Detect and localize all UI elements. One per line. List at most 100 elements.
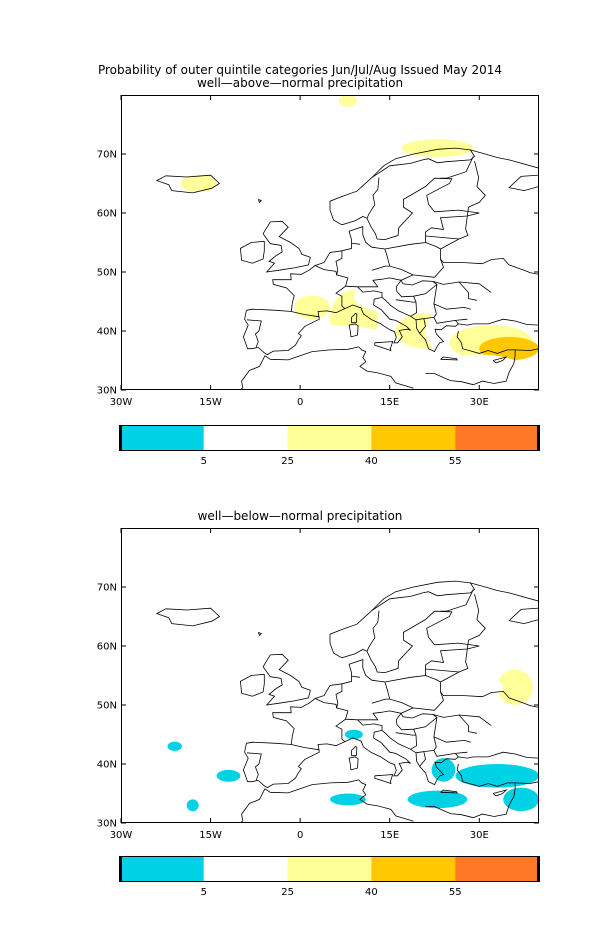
probability-region-4 <box>270 124 390 160</box>
probability-region-9 <box>121 746 145 770</box>
boundary-line-30 <box>395 732 416 736</box>
lat-tick-label-4: 70N <box>97 150 117 161</box>
lat-tick-label-0: 30N <box>97 819 117 830</box>
boundary-line-19 <box>345 675 444 721</box>
boundary-line-34 <box>458 714 492 726</box>
lon-tick-label-0: 30W <box>110 397 133 408</box>
lat-tick-label-0: 30N <box>97 386 117 397</box>
probability-region-9 <box>121 266 217 302</box>
probability-region-5 <box>407 610 492 658</box>
boundary-line-8 <box>348 323 359 338</box>
probability-region-8 <box>359 669 504 705</box>
boundary-line-29 <box>410 729 418 750</box>
colorbar-label-3: 55 <box>449 887 462 898</box>
probability-region-3 <box>127 124 235 172</box>
colorbar-segment-4 <box>455 426 539 450</box>
boundary-line-2 <box>155 174 221 194</box>
probability-region-14 <box>294 295 330 320</box>
boundary-line-25 <box>433 717 472 743</box>
boundary-line-38 <box>466 594 486 650</box>
lat-tick-label-2: 50N <box>97 701 117 712</box>
boundary-line-28 <box>423 750 434 752</box>
boundary-line-19 <box>345 242 444 288</box>
probability-region-3 <box>300 563 360 587</box>
probability-region-15 <box>431 758 456 782</box>
boundary-line-32 <box>425 668 460 673</box>
boundary-line-16 <box>246 752 262 781</box>
boundary-line-6 <box>240 346 414 390</box>
colorbar-label-0: 5 <box>201 456 207 467</box>
boundary-line-39 <box>455 320 459 325</box>
probability-fields <box>121 528 539 812</box>
boundary-line-7 <box>425 373 474 386</box>
boundary-line-33 <box>440 690 539 708</box>
boundary-line-7 <box>425 806 474 819</box>
boundary-line-6 <box>240 779 414 823</box>
colorbar-bottom: 5 25 40 55 <box>119 856 540 898</box>
probability-region-1 <box>162 563 223 599</box>
probability-region-19 <box>330 793 366 806</box>
boundary-line-32 <box>425 235 460 240</box>
boundary-line-27 <box>415 751 426 767</box>
boundary-line-4 <box>242 296 539 356</box>
boundary-line-5 <box>456 330 516 386</box>
boundary-line-22 <box>357 719 383 731</box>
probability-region-17 <box>407 790 468 809</box>
boundary-line-31 <box>440 648 469 683</box>
boundary-line-37 <box>440 589 474 612</box>
boundary-line-24 <box>432 281 477 301</box>
probability-region-10 <box>455 746 516 770</box>
probability-region-8 <box>270 207 307 231</box>
lat-tick-label-2: 50N <box>97 268 117 279</box>
boundary-line-31 <box>440 215 469 250</box>
probability-region-0 <box>133 528 205 564</box>
boundary-line-23 <box>395 713 438 731</box>
lon-tick-label-4: 30E <box>470 830 489 841</box>
lat-tick-label-3: 60N <box>97 209 117 220</box>
lon-tick-label-1: 15W <box>199 397 222 408</box>
lon-tick-label-2: 0 <box>297 397 303 408</box>
colorbar-label-3: 55 <box>449 456 462 467</box>
colorbar-segment-0 <box>120 426 204 450</box>
boundary-line-30 <box>395 299 416 303</box>
colorbar-label-2: 40 <box>365 887 378 898</box>
probability-region-7 <box>497 669 533 705</box>
probability-region-21 <box>479 336 539 361</box>
boundary-line-38 <box>466 161 486 217</box>
boundary-line-0 <box>262 220 311 273</box>
boundary-line-28 <box>423 317 434 319</box>
main-title: Probability of outer quintile categories… <box>97 63 503 77</box>
colorbar-segment-3 <box>371 426 456 450</box>
lat-tick-label-1: 40N <box>97 327 117 338</box>
panel-2-title: well—below—normal precipitation <box>197 509 403 523</box>
map-frame <box>121 528 539 823</box>
boundary-line-12 <box>492 789 508 797</box>
lat-tick-label-3: 60N <box>97 642 117 653</box>
boundary-line-9 <box>351 312 358 324</box>
probability-region-26 <box>338 95 357 107</box>
colorbar-segment-1 <box>203 857 288 881</box>
colorbar-segment-2 <box>287 426 372 450</box>
boundary-line-29 <box>410 296 418 317</box>
probability-region-4 <box>228 604 372 641</box>
colorbar-label-0: 5 <box>201 887 207 898</box>
boundary-line-14 <box>314 265 349 309</box>
boundary-line-21 <box>371 698 390 704</box>
lat-tick-label-1: 40N <box>97 760 117 771</box>
probability-region-16 <box>455 764 539 788</box>
colorbar-segment-2 <box>287 857 372 881</box>
probability-region-2 <box>341 95 522 131</box>
boundary-line-14 <box>314 698 349 742</box>
boundary-line-3 <box>246 580 539 745</box>
boundary-line-40 <box>515 348 539 351</box>
probability-region-23 <box>318 366 462 390</box>
boundary-line-23 <box>395 280 438 298</box>
boundary-line-13 <box>257 199 263 204</box>
lon-tick-label-3: 15E <box>380 397 399 408</box>
boundary-line-18 <box>351 242 360 245</box>
boundary-line-10 <box>374 341 394 352</box>
boundary-line-40 <box>515 781 539 784</box>
boundary-line-26 <box>433 736 468 757</box>
boundary-line-34 <box>458 281 492 293</box>
probability-region-18 <box>503 787 539 812</box>
